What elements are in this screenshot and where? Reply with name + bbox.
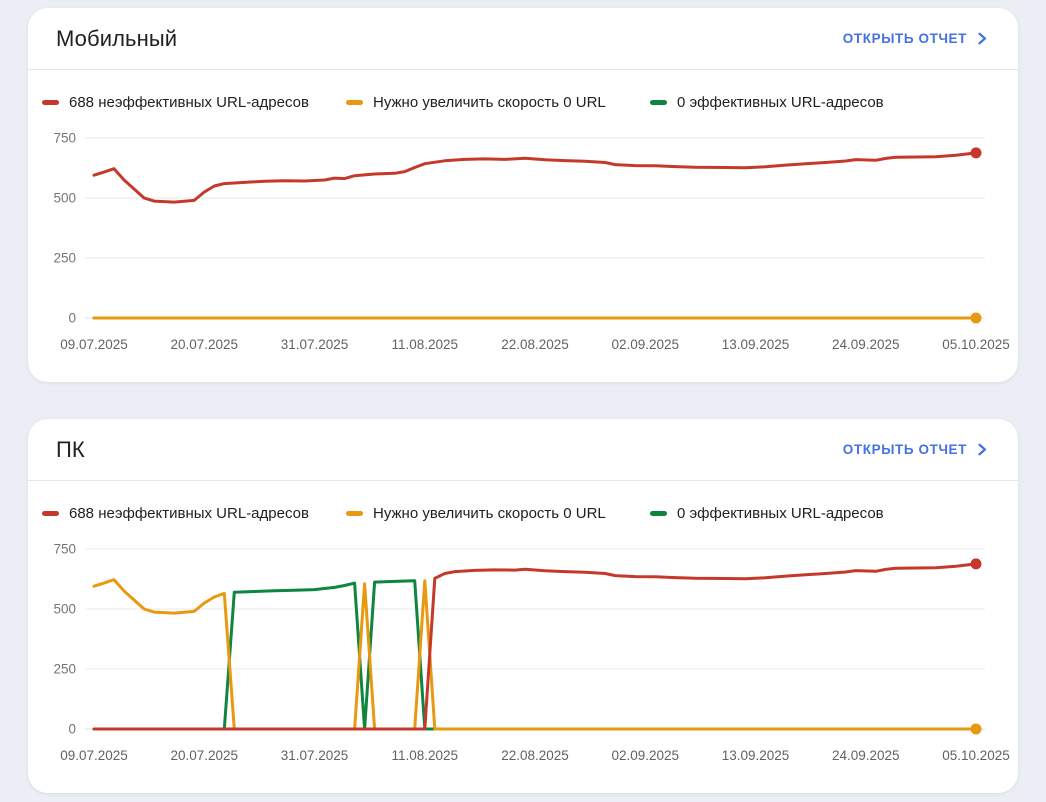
x-tick-label: 09.07.2025 (60, 337, 128, 352)
y-tick-label: 750 (53, 542, 76, 557)
legend-item-label: Нужно увеличить скорость 0 URL (373, 504, 606, 522)
x-tick-label: 11.08.2025 (391, 337, 458, 352)
x-tick-label: 20.07.2025 (170, 748, 238, 763)
x-tick-label: 02.09.2025 (611, 337, 679, 352)
chart-area: 0 250 500 750 09.07.2025 20.07.2025 31.07.2025… (28, 112, 1018, 382)
card-header-divider (28, 480, 1018, 481)
legend-item-failing-urls[interactable]: 688 неэффективных URL-адресов (42, 94, 346, 111)
x-tick-label: 02.09.2025 (611, 748, 679, 763)
legend-item-label: 688 неэффективных URL-адресов (69, 93, 309, 111)
page-title: ПК (56, 436, 85, 462)
open-report-label: ОТКРЫТЬ ОТЧЕТ (842, 31, 967, 46)
y-tick-label: 250 (53, 251, 76, 266)
cwv-line-chart-desktop[interactable]: 0 250 500 750 09.07.2025 20.07.2025 31.07.2025… (28, 533, 1018, 773)
legend-item-label: 0 эффективных URL-адресов (677, 504, 884, 522)
legend-item-good-urls[interactable]: 0 эффективных URL-адресов (650, 505, 954, 522)
legend-item-label: Нужно увеличить скорость 0 URL (373, 93, 606, 111)
x-tick-label: 22.08.2025 (501, 337, 569, 352)
y-tick-label: 250 (53, 662, 76, 677)
x-tick-label: 09.07.2025 (60, 748, 128, 763)
series-end-dot (970, 312, 982, 324)
card-header: ПК ОТКРЫТЬ ОТЧЕТ (28, 419, 1018, 480)
chart-legend: 688 неэффективных URL-адресов Нужно увел… (28, 503, 1018, 523)
x-tick-label: 31.07.2025 (281, 748, 349, 763)
chevron-right-icon (976, 443, 988, 456)
x-tick-label: 24.09.2025 (832, 337, 900, 352)
y-tick-label: 750 (53, 131, 76, 146)
legend-color-dash (42, 510, 59, 516)
x-tick-label: 05.10.2025 (942, 337, 1010, 352)
cwv-line-chart-mobile[interactable]: 0 250 500 750 09.07.2025 20.07.2025 31.07.2025… (28, 122, 1018, 362)
open-report-link[interactable]: ОТКРЫТЬ ОТЧЕТ (843, 442, 988, 457)
x-tick-label: 24.09.2025 (832, 748, 900, 763)
card-header-divider (28, 69, 1018, 70)
legend-item-label: 0 эффективных URL-адресов (677, 93, 884, 111)
y-tick-label: 500 (53, 191, 76, 206)
y-tick-label: 0 (68, 722, 76, 737)
x-tick-label: 20.07.2025 (170, 337, 238, 352)
legend-item-failing-urls[interactable]: 688 неэффективных URL-адресов (42, 505, 346, 522)
legend-item-label: 688 неэффективных URL-адресов (69, 504, 309, 522)
series-end-dot (970, 558, 982, 570)
series-line (92, 562, 978, 731)
cwv-card-mobile: Мобильный ОТКРЫТЬ ОТЧЕТ 688 неэффективны… (28, 8, 1018, 382)
legend-color-dash (42, 99, 59, 105)
series-line (92, 579, 978, 731)
chart-area: 0 250 500 750 09.07.2025 20.07.2025 31.07.2025… (28, 523, 1018, 793)
x-tick-label: 11.08.2025 (391, 748, 458, 763)
x-tick-label: 13.09.2025 (722, 337, 790, 352)
legend-color-dash (650, 99, 667, 105)
open-report-label: ОТКРЫТЬ ОТЧЕТ (842, 442, 967, 457)
legend-item-needs-improvement-urls[interactable]: Нужно увеличить скорость 0 URL (346, 505, 650, 522)
card-header: Мобильный ОТКРЫТЬ ОТЧЕТ (28, 8, 1018, 69)
series-end-dot (970, 147, 982, 159)
series-end-dot (970, 723, 982, 735)
y-tick-label: 500 (53, 602, 76, 617)
legend-color-dash (346, 510, 363, 516)
x-tick-label: 22.08.2025 (501, 748, 569, 763)
legend-color-dash (650, 510, 667, 516)
x-tick-label: 05.10.2025 (942, 748, 1010, 763)
chevron-right-icon (976, 32, 988, 45)
y-tick-label: 0 (68, 311, 76, 326)
page-title: Мобильный (56, 25, 178, 51)
legend-item-good-urls[interactable]: 0 эффективных URL-адресов (650, 94, 954, 111)
x-tick-label: 31.07.2025 (281, 337, 349, 352)
legend-item-needs-improvement-urls[interactable]: Нужно увеличить скорость 0 URL (346, 94, 650, 111)
open-report-link[interactable]: ОТКРЫТЬ ОТЧЕТ (843, 31, 988, 46)
x-tick-label: 13.09.2025 (722, 748, 790, 763)
legend-color-dash (346, 99, 363, 105)
chart-legend: 688 неэффективных URL-адресов Нужно увел… (28, 92, 1018, 112)
series-line (92, 151, 978, 204)
cwv-card-desktop: ПК ОТКРЫТЬ ОТЧЕТ 688 неэффективных URL-а… (28, 419, 1018, 793)
